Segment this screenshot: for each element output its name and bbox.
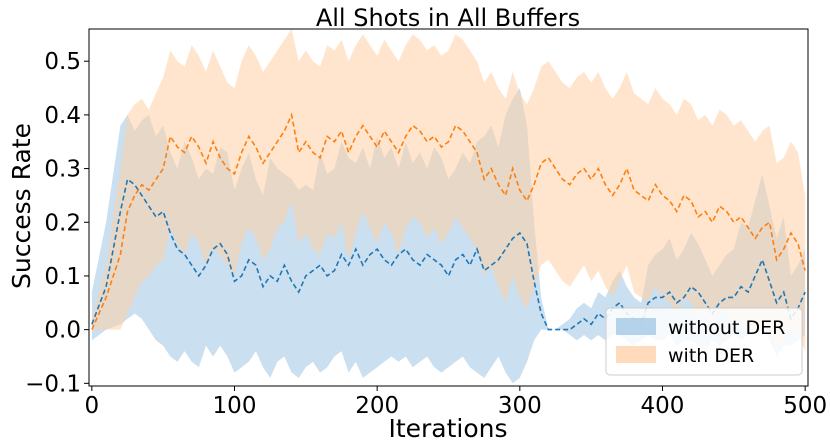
legend-swatch-with-der [616,346,656,363]
chart-title: All Shots in All Buffers [316,4,580,32]
x-axis-ticks: 0 100 200 300 400 500 [85,386,827,419]
legend-swatch-without-der [616,318,656,335]
y-axis-label: Success Rate [7,123,36,289]
x-tick-label: 200 [355,393,399,419]
y-tick-label: 0.5 [44,49,81,75]
x-axis-label: Iterations [388,414,507,443]
x-tick-label: 300 [498,393,542,419]
legend: without DER with DER [605,307,803,376]
y-axis-ticks: −0.1 0.0 0.1 0.2 0.3 0.4 0.5 [25,49,89,397]
legend-label-without-der: without DER [668,317,785,339]
plot-frame [88,28,809,387]
y-tick-label: 0.3 [44,157,81,183]
x-tick-label: 400 [641,393,685,419]
band-with-der [91,29,806,352]
line-with-der [91,112,806,330]
y-tick-label: 0.4 [44,103,81,129]
x-tick-label: 100 [213,393,257,419]
y-tick-label: −0.1 [25,371,81,397]
x-tick-label: 500 [783,393,827,419]
y-tick-label: 0.0 [44,318,81,344]
y-tick-label: 0.2 [44,210,81,236]
x-tick-label: 0 [85,393,100,419]
y-tick-label: 0.1 [44,264,81,290]
legend-label-with-der: with DER [668,345,754,367]
series-lines [91,112,806,331]
line-without-der [91,177,806,331]
